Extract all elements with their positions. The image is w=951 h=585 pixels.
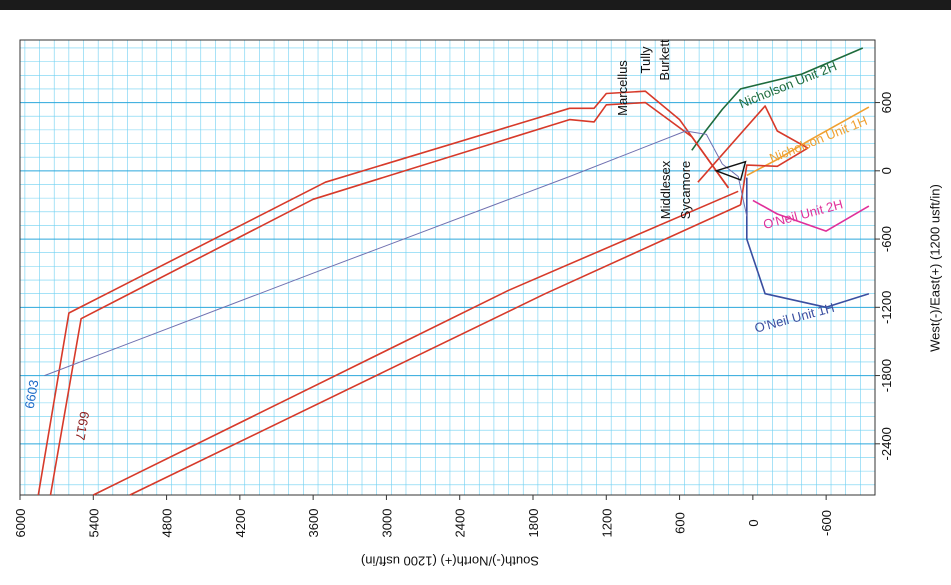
x-tick-label: 6000 — [13, 509, 28, 538]
series-line-8 — [697, 105, 809, 206]
formation-label: Tully — [638, 46, 653, 73]
x-tick-label: 3000 — [379, 509, 394, 538]
series-layer — [37, 47, 870, 496]
x-tick-label: 3600 — [306, 509, 321, 538]
x-tick-label: -600 — [819, 510, 834, 536]
series-line-6 — [92, 190, 739, 496]
plot-background — [20, 40, 875, 495]
grid — [20, 40, 876, 495]
y-tick-label: -1200 — [879, 291, 894, 324]
series-line-nicholson-unit-1h — [746, 106, 870, 177]
x-tick-label: 0 — [746, 519, 761, 526]
top-border-bar — [0, 0, 951, 10]
y-axis-title: West(-)/East(+) (1200 usft/in) — [927, 184, 942, 352]
formation-label: Sycamore — [678, 161, 693, 220]
series-line-o-neil-unit-2h — [752, 199, 870, 232]
x-tick-label: 1200 — [599, 509, 614, 538]
y-tick-label: 600 — [879, 92, 894, 114]
tick-labels: 6000 5400 4800 4200 3600 3000 2400 1800 1200 600 0… — [13, 92, 894, 538]
series-line-6603 — [37, 90, 730, 496]
series-line-o-neil-unit-1h — [746, 177, 870, 309]
series-line-9 — [44, 130, 748, 377]
y-tick-label: -600 — [879, 226, 894, 252]
y-tick-label: -1800 — [879, 359, 894, 392]
x-tick-label: 4800 — [160, 509, 175, 538]
series-line-6617 — [49, 101, 730, 496]
well-label: 6603 — [22, 379, 42, 410]
formation-label: Middlesex — [658, 160, 673, 219]
well-label: 6617 — [73, 410, 93, 441]
series-line-nicholson-unit-2h — [691, 47, 864, 151]
x-tick-label: 4200 — [233, 509, 248, 538]
x-tick-label: 600 — [673, 512, 688, 534]
well-pad-marker — [714, 160, 747, 181]
plot-frame — [19, 39, 876, 496]
formation-label: Marcellus — [615, 60, 630, 116]
x-tick-label: 5400 — [86, 509, 101, 538]
x-tick-label: 2400 — [453, 509, 468, 538]
y-tick-label: -2400 — [879, 427, 894, 460]
x-axis-title: South(-)/North(+) (1200 usft/in) — [361, 554, 539, 569]
series-line-7 — [129, 204, 741, 496]
y-tick-label: 0 — [879, 167, 894, 174]
formation-label: Burkett — [657, 39, 672, 81]
x-tick-label: 1800 — [526, 509, 541, 538]
